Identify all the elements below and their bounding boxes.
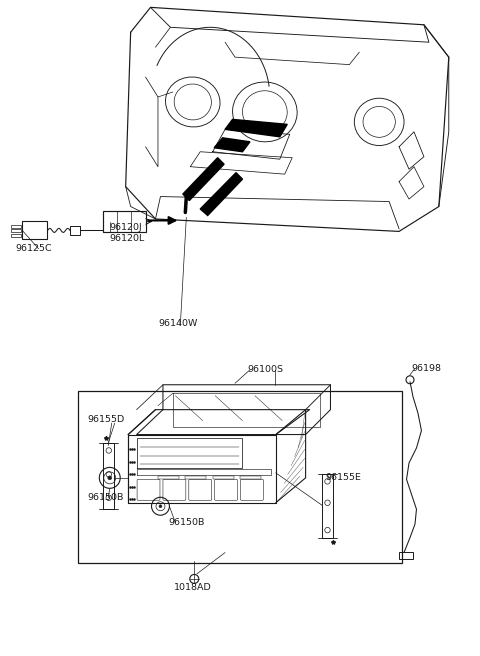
Text: 96100S: 96100S [248, 365, 284, 375]
Polygon shape [214, 138, 250, 152]
Text: 1018AD: 1018AD [174, 583, 212, 592]
Text: 96150B: 96150B [87, 493, 123, 502]
Text: 96155D: 96155D [87, 415, 124, 424]
Text: 96125C: 96125C [15, 244, 52, 253]
Text: 96120L: 96120L [110, 234, 145, 243]
Text: 96120J: 96120J [110, 223, 143, 232]
Text: 96155E: 96155E [325, 474, 361, 482]
Circle shape [108, 476, 112, 480]
Text: 96198: 96198 [411, 364, 442, 373]
Text: 96150B: 96150B [168, 518, 204, 527]
Circle shape [159, 504, 162, 508]
Polygon shape [225, 119, 287, 137]
Polygon shape [183, 157, 224, 201]
Text: 96140W: 96140W [158, 319, 198, 328]
Polygon shape [200, 173, 242, 215]
